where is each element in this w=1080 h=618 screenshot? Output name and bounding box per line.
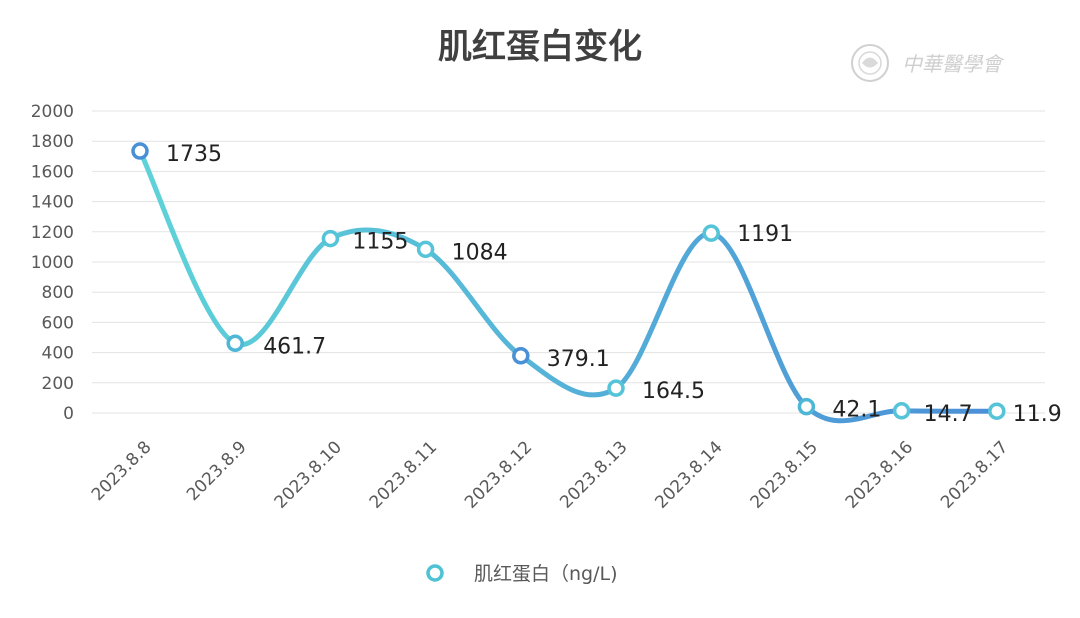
series-line xyxy=(137,148,1000,424)
y-tick-label: 400 xyxy=(42,344,74,364)
data-point xyxy=(131,142,149,160)
data-point xyxy=(892,402,911,420)
legend: 肌红蛋白（ng/L) xyxy=(402,563,618,585)
data-label: 461.7 xyxy=(263,334,326,359)
data-label: 379.1 xyxy=(547,347,610,372)
watermark: 中華醫學會 xyxy=(851,44,1005,82)
y-tick-label: 1600 xyxy=(31,162,74,182)
y-tick-label: 2000 xyxy=(31,102,74,122)
data-label: 164.5 xyxy=(642,379,705,404)
y-axis: 0 200 400 600 800 1000 1200 1400 1600 1800 2000 xyxy=(31,102,74,424)
watermark-text: 中華醫學會 xyxy=(902,52,1005,76)
data-label: 42.1 xyxy=(832,398,881,423)
x-tick-label: 2023.8.12 xyxy=(461,437,536,512)
x-tick-label: 2023.8.16 xyxy=(842,437,917,512)
y-tick-label: 0 xyxy=(63,404,74,424)
data-label: 14.7 xyxy=(924,402,973,427)
y-tick-label: 600 xyxy=(42,313,74,333)
x-tick-label: 2023.8.8 xyxy=(88,437,156,505)
x-tick-label: 2023.8.14 xyxy=(651,437,726,512)
data-label: 1084 xyxy=(452,240,508,265)
data-labels: 1735 461.7 1155 1084 379.1 164.5 1191 42.1 14.7 1… xyxy=(166,142,1062,427)
x-tick-label: 2023.8.10 xyxy=(271,437,346,512)
data-label: 11.9 xyxy=(1013,402,1062,427)
data-label: 1735 xyxy=(166,142,222,167)
data-point xyxy=(797,397,816,416)
data-point xyxy=(512,347,530,365)
data-point xyxy=(226,334,244,353)
y-tick-label: 200 xyxy=(42,374,74,394)
x-axis: 2023.8.8 2023.8.9 2023.8.10 2023.8.11 2023.8… xyxy=(88,437,1012,512)
chart-title: 肌红蛋白变化 xyxy=(438,27,642,67)
y-tick-label: 800 xyxy=(42,283,74,303)
x-tick-label: 2023.8.9 xyxy=(183,437,251,505)
x-tick-label: 2023.8.17 xyxy=(937,437,1012,512)
data-label: 1191 xyxy=(737,222,793,247)
x-tick-label: 2023.8.11 xyxy=(366,437,441,512)
series xyxy=(131,142,1006,424)
y-tick-label: 1200 xyxy=(31,223,74,243)
data-point xyxy=(988,402,1006,420)
gridlines xyxy=(92,110,1045,414)
y-tick-label: 1800 xyxy=(31,132,74,152)
x-tick-label: 2023.8.13 xyxy=(556,437,631,512)
legend-label: 肌红蛋白（ng/L) xyxy=(474,563,618,585)
x-tick-label: 2023.8.15 xyxy=(747,437,822,512)
data-point xyxy=(702,224,720,242)
association-seal-icon xyxy=(851,44,889,82)
data-point xyxy=(607,379,625,397)
data-point xyxy=(321,229,340,248)
y-tick-label: 1000 xyxy=(31,253,74,273)
data-point xyxy=(416,240,435,259)
legend-marker-icon xyxy=(426,564,444,582)
y-tick-label: 1400 xyxy=(31,193,74,213)
data-label: 1155 xyxy=(352,230,408,255)
